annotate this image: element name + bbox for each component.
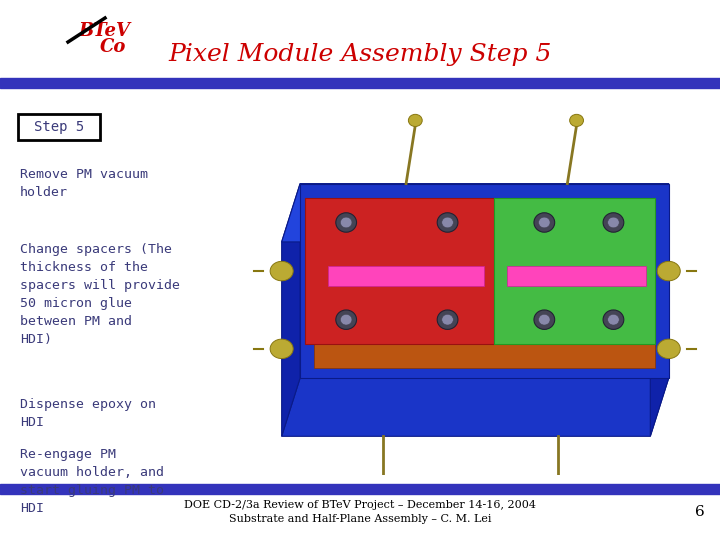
Polygon shape: [314, 344, 655, 368]
Ellipse shape: [603, 213, 624, 232]
Polygon shape: [494, 198, 655, 344]
Text: Change spacers (The
thickness of the
spacers will provide
50 micron glue
between: Change spacers (The thickness of the spa…: [20, 243, 180, 346]
Ellipse shape: [608, 314, 619, 325]
Text: Co: Co: [100, 38, 127, 56]
Ellipse shape: [270, 339, 293, 359]
Ellipse shape: [603, 310, 624, 329]
Bar: [18, 114, 100, 140]
Text: Remove PM vacuum
holder: Remove PM vacuum holder: [20, 168, 148, 199]
Ellipse shape: [552, 479, 565, 491]
Ellipse shape: [408, 114, 422, 126]
Polygon shape: [282, 184, 669, 242]
Ellipse shape: [539, 217, 550, 228]
Ellipse shape: [336, 310, 356, 329]
Polygon shape: [282, 378, 669, 436]
Polygon shape: [508, 266, 646, 286]
Bar: [0, 78, 720, 88]
Ellipse shape: [534, 310, 554, 329]
Polygon shape: [282, 184, 300, 436]
Ellipse shape: [341, 217, 352, 228]
Text: Re-engage PM
vacuum holder, and
start gluing PM to
HDI: Re-engage PM vacuum holder, and start gl…: [20, 448, 164, 515]
Text: Dispense epoxy on
HDI: Dispense epoxy on HDI: [20, 398, 156, 429]
Ellipse shape: [336, 213, 356, 232]
Bar: [0, 484, 720, 494]
Ellipse shape: [657, 261, 680, 281]
Ellipse shape: [437, 213, 458, 232]
Ellipse shape: [270, 261, 293, 281]
Text: BTeV: BTeV: [78, 22, 130, 40]
Text: 6: 6: [696, 505, 705, 519]
Ellipse shape: [341, 314, 352, 325]
Polygon shape: [305, 198, 494, 344]
Text: Pixel Module Assembly Step 5: Pixel Module Assembly Step 5: [168, 44, 552, 66]
Text: Step 5: Step 5: [34, 120, 84, 134]
Polygon shape: [650, 184, 669, 436]
Ellipse shape: [608, 217, 619, 228]
Ellipse shape: [442, 314, 454, 325]
Polygon shape: [328, 266, 485, 286]
Ellipse shape: [437, 310, 458, 329]
Text: DOE CD-2/3a Review of BTeV Project – December 14-16, 2004
Substrate and Half-Pla: DOE CD-2/3a Review of BTeV Project – Dec…: [184, 500, 536, 524]
Ellipse shape: [570, 114, 583, 126]
Polygon shape: [300, 184, 669, 378]
Ellipse shape: [657, 339, 680, 359]
Ellipse shape: [539, 314, 550, 325]
Ellipse shape: [442, 217, 454, 228]
Ellipse shape: [376, 479, 390, 491]
Ellipse shape: [534, 213, 554, 232]
